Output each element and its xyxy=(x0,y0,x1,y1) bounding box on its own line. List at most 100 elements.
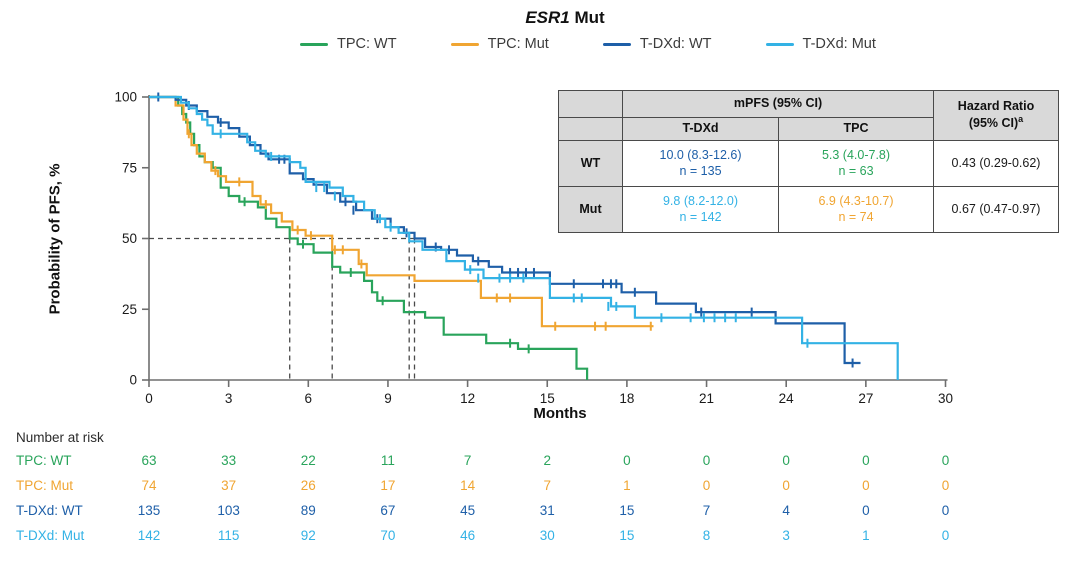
risk-value: 63 xyxy=(141,453,157,468)
risk-row-t-dxd-wt: T-DXd: WT 135 103 89 67 45 31 15 7 4 0 0 xyxy=(0,503,1080,528)
risk-value: 3 xyxy=(782,528,790,543)
y-tick-label: 75 xyxy=(122,160,137,175)
risk-row-t-dxd-mut: T-DXd: Mut 142 115 92 70 46 30 15 8 3 1 0 xyxy=(0,528,1080,553)
risk-value: 0 xyxy=(941,503,950,518)
risk-row-tpc-wt: TPC: WT 63 33 22 11 7 2 0 0 0 0 0 xyxy=(0,453,1080,478)
inset-row-label-mut: Mut xyxy=(558,186,623,233)
risk-value: 22 xyxy=(300,453,316,468)
hr-footnote-marker: a xyxy=(1018,114,1024,125)
risk-value: 46 xyxy=(460,528,476,543)
x-tick-label: 12 xyxy=(460,391,475,406)
risk-value: 7 xyxy=(702,503,711,518)
chart-legend: TPC: WT TPC: Mut T-DXd: WT T-DXd: Mut xyxy=(300,36,876,52)
inset-corner-cell xyxy=(558,90,623,118)
km-curve-tpc-wt xyxy=(149,95,589,380)
risk-value: 15 xyxy=(619,503,635,518)
x-tick-label: 27 xyxy=(858,391,873,406)
x-tick-label: 30 xyxy=(938,391,953,406)
risk-value: 0 xyxy=(941,528,950,543)
y-tick-label: 50 xyxy=(122,231,137,246)
x-tick-label: 6 xyxy=(305,391,313,406)
risk-value: 7 xyxy=(543,478,551,493)
risk-value: 89 xyxy=(300,503,316,518)
x-tick-label: 9 xyxy=(384,391,392,406)
risk-value: 0 xyxy=(623,453,631,468)
legend-label: TPC: WT xyxy=(337,36,397,52)
inset-tpc-header: TPC xyxy=(778,117,934,141)
legend-swatch xyxy=(300,42,328,46)
inset-hr-header: Hazard Ratio (95% CI)a xyxy=(933,90,1059,141)
legend-swatch xyxy=(765,42,794,46)
risk-value: 70 xyxy=(380,528,396,543)
inset-corner-cell-2 xyxy=(558,117,623,141)
risk-value: 15 xyxy=(619,528,635,543)
risk-value: 1 xyxy=(623,478,631,493)
y-tick-label: 0 xyxy=(129,373,137,388)
legend-label: T-DXd: WT xyxy=(639,36,712,52)
inset-wt-tdxd-cell: 10.0 (8.3-12.6) n = 135 xyxy=(622,140,779,187)
x-tick-label: 3 xyxy=(225,391,233,406)
page-title: ESR1 Mut xyxy=(0,8,1080,28)
risk-value: 30 xyxy=(539,528,555,543)
risk-row-tpc-mut: TPC: Mut 74 37 26 17 14 7 1 0 0 0 0 xyxy=(0,478,1080,503)
risk-value: 0 xyxy=(941,453,950,468)
median-reference-lines xyxy=(149,237,416,380)
risk-value: 0 xyxy=(862,453,870,468)
risk-value: 2 xyxy=(543,453,551,468)
risk-value: 0 xyxy=(941,478,950,493)
risk-value: 4 xyxy=(782,503,790,518)
risk-value: 31 xyxy=(539,503,555,518)
risk-value: 0 xyxy=(782,478,790,493)
x-tick-label: 21 xyxy=(699,391,714,406)
legend-item-t-dxd-mut: T-DXd: Mut xyxy=(765,36,876,52)
axes: 0 25 50 75 100 0 3 6 9 12 15 18 21 24 27 30 xyxy=(114,90,953,407)
inset-mut-tdxd-cell: 9.8 (8.2-12.0) n = 142 xyxy=(622,186,779,233)
km-curve-tpc-mut xyxy=(149,95,654,331)
inset-mut-hr-cell: 0.67 (0.47-0.97) xyxy=(933,186,1059,233)
risk-value: 17 xyxy=(380,478,396,493)
number-at-risk-heading: Number at risk xyxy=(16,430,104,445)
risk-value: 7 xyxy=(463,453,472,468)
risk-value: 0 xyxy=(862,503,870,518)
risk-row-label: T-DXd: Mut xyxy=(16,528,85,543)
risk-value: 0 xyxy=(702,478,711,493)
risk-row-label: TPC: WT xyxy=(16,453,72,468)
risk-value: 11 xyxy=(380,453,395,468)
risk-value: 135 xyxy=(137,503,161,518)
risk-value: 33 xyxy=(221,453,237,468)
x-tick-label: 24 xyxy=(779,391,795,406)
risk-value: 14 xyxy=(460,478,476,493)
title-gene: ESR1 xyxy=(525,8,570,27)
risk-value: 37 xyxy=(221,478,237,493)
risk-value: 92 xyxy=(300,528,316,543)
legend-item-tpc-mut: TPC: Mut xyxy=(450,36,549,52)
risk-value: 103 xyxy=(217,503,240,518)
risk-value: 26 xyxy=(300,478,316,493)
legend-swatch xyxy=(450,42,479,46)
legend-swatch xyxy=(602,42,631,46)
risk-value: 142 xyxy=(137,528,161,543)
risk-value: 67 xyxy=(380,503,396,518)
x-tick-label: 18 xyxy=(619,391,634,406)
inset-mpfs-header: mPFS (95% CI) xyxy=(622,90,934,118)
inset-row-label-wt: WT xyxy=(558,140,623,187)
inset-mut-tpc-cell: 6.9 (4.3-10.7) n = 74 xyxy=(778,186,934,233)
hr-header-line1: Hazard Ratio xyxy=(957,98,1035,113)
inset-wt-hr-cell: 0.43 (0.29-0.62) xyxy=(933,140,1059,187)
x-tick-label: 0 xyxy=(145,391,153,406)
risk-row-label: TPC: Mut xyxy=(16,478,74,493)
title-rest: Mut xyxy=(569,8,605,27)
x-axis-label: Months xyxy=(533,405,587,422)
risk-value: 0 xyxy=(862,478,870,493)
risk-row-label: T-DXd: WT xyxy=(16,503,83,518)
risk-value: 74 xyxy=(141,478,157,493)
risk-value: 8 xyxy=(702,528,711,543)
km-curve-t-dxd-mut xyxy=(149,95,899,380)
risk-value: 0 xyxy=(702,453,711,468)
risk-value: 0 xyxy=(782,453,790,468)
risk-value: 45 xyxy=(460,503,476,518)
y-tick-label: 25 xyxy=(122,302,137,317)
legend-label: TPC: Mut xyxy=(487,36,549,52)
mpfs-inset-table: mPFS (95% CI) Hazard Ratio (95% CI)a T-D… xyxy=(558,90,1059,233)
